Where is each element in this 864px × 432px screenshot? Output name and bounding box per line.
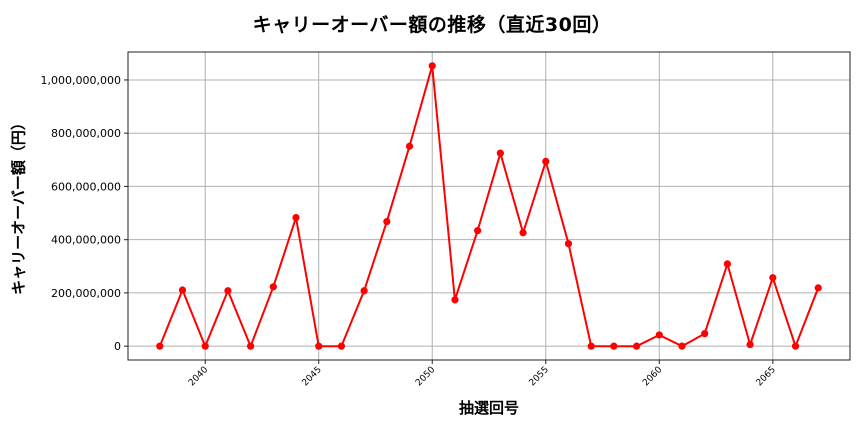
chart-title: キャリーオーバー額の推移（直近30回）	[252, 14, 612, 36]
data-point-marker	[542, 157, 550, 166]
x-tick-label: 2065	[755, 365, 778, 388]
data-point-marker	[451, 296, 459, 304]
plot-frame	[127, 51, 851, 361]
data-point-marker	[337, 342, 346, 350]
x-axis-ticks: 2040 2045 2050 2055 2060 2065	[187, 360, 778, 388]
x-tick-label: 2040	[187, 365, 210, 388]
data-point-marker	[428, 62, 436, 70]
data-point-marker	[178, 286, 187, 294]
data-point-marker	[814, 284, 822, 292]
data-point-marker	[587, 342, 595, 350]
x-axis-label: 抽選回号	[458, 399, 519, 417]
y-tick-label: 400,000,000	[51, 234, 121, 247]
x-tick-label: 2060	[641, 365, 664, 388]
x-tick-label: 2055	[528, 365, 551, 388]
y-tick-label: 0	[114, 340, 121, 353]
data-point-marker	[564, 240, 573, 248]
data-point-marker	[405, 142, 414, 150]
y-tick-label: 1,000,000,000	[41, 74, 121, 87]
data-point-marker	[746, 340, 754, 349]
data-point-marker	[791, 342, 800, 350]
grid-lines	[128, 52, 850, 360]
y-tick-label: 200,000,000	[51, 287, 121, 300]
data-point-marker	[269, 283, 277, 291]
x-tick-label: 2050	[414, 365, 437, 388]
y-tick-label: 600,000,000	[51, 180, 121, 193]
data-point-marker	[678, 342, 686, 350]
data-point-marker	[224, 287, 232, 295]
y-tick-label: 800,000,000	[51, 127, 121, 140]
data-point-marker	[723, 260, 731, 268]
data-point-marker	[383, 217, 391, 226]
data-point-marker	[519, 229, 527, 237]
data-point-marker	[474, 227, 482, 235]
data-point-marker	[292, 213, 300, 222]
data-point-marker	[315, 342, 323, 350]
data-point-marker	[247, 342, 255, 350]
data-point-marker	[496, 149, 504, 157]
data-point-marker	[201, 342, 209, 350]
y-axis-ticks: 0 200,000,000 400,000,000 600,000,000 800,00…	[41, 74, 128, 353]
data-point-marker	[610, 342, 618, 350]
data-point-marker	[655, 331, 663, 339]
data-point-marker	[156, 342, 164, 350]
data-point-marker	[360, 287, 368, 295]
data-point-marker	[769, 274, 777, 282]
data-series	[156, 62, 822, 350]
data-point-marker	[632, 342, 641, 350]
series-line	[158, 64, 820, 348]
data-point-marker	[701, 330, 709, 338]
x-tick-label: 2045	[301, 365, 324, 388]
